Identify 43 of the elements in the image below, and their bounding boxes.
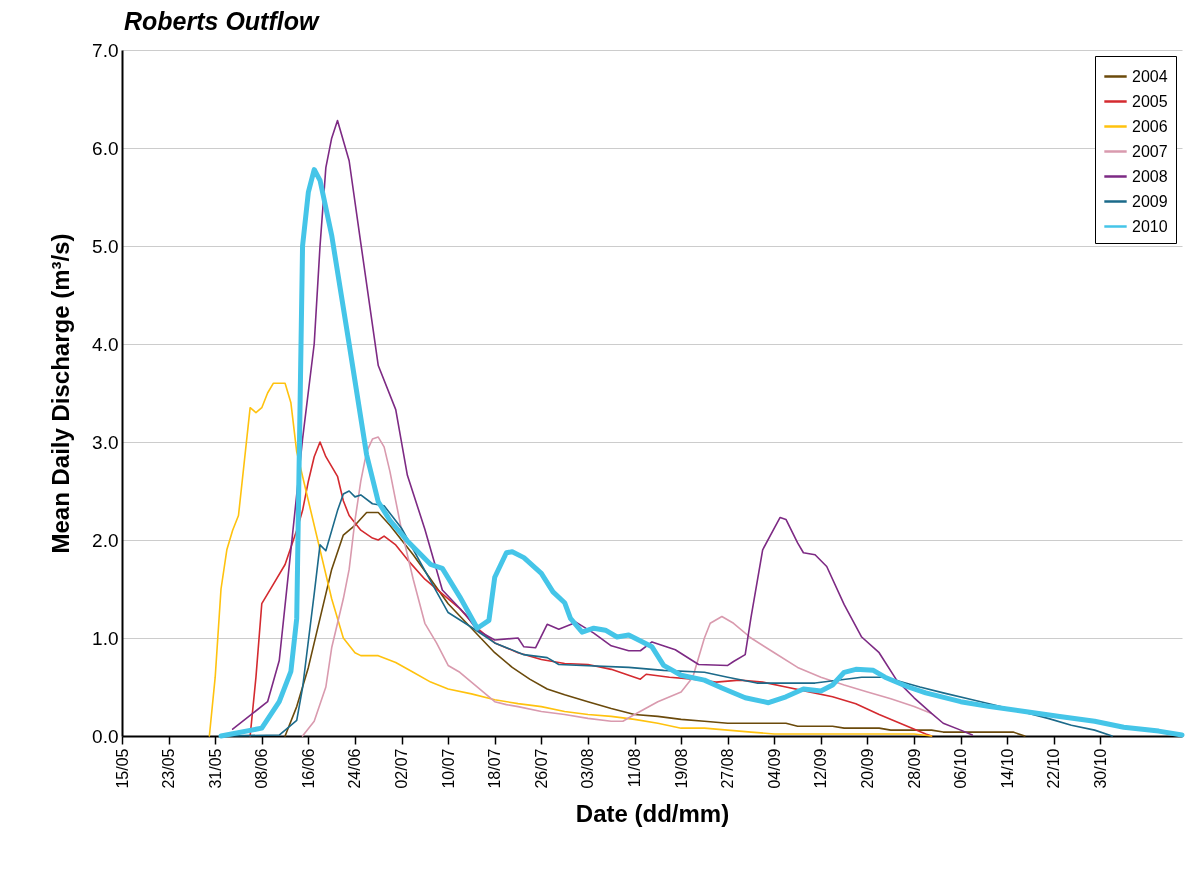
x-tick-label: 12/09: [812, 748, 830, 789]
legend-label: 2010: [1132, 217, 1168, 235]
line-series: [284, 511, 1026, 737]
legend-label: 2006: [1132, 117, 1168, 135]
x-tick-label: 08/06: [253, 748, 271, 789]
x-tick-label: 22/10: [1045, 748, 1063, 789]
line-series: [231, 119, 974, 736]
legend-label: 2004: [1132, 67, 1168, 85]
y-tick-label: 0.0: [92, 725, 119, 747]
x-tick-label: 24/06: [346, 748, 364, 789]
y-tick-label: 6.0: [92, 137, 119, 159]
y-tick-label: 5.0: [92, 235, 119, 257]
x-tick-label: 15/05: [113, 748, 131, 789]
x-tick-label: 20/09: [858, 748, 876, 789]
line-series: [208, 382, 933, 737]
legend-label: 2007: [1132, 142, 1168, 160]
x-tick-label: 26/07: [532, 748, 550, 789]
legend-label: 2008: [1132, 167, 1168, 185]
x-tick-label: 19/08: [672, 748, 690, 789]
x-tick-label: 28/09: [905, 748, 923, 789]
legend-label: 2005: [1132, 92, 1168, 110]
x-tick-label: 18/07: [486, 748, 504, 789]
x-axis-title: Date (dd/mm): [575, 799, 730, 827]
y-tick-label: 1.0: [92, 627, 119, 649]
legend-label: 2009: [1132, 192, 1168, 210]
x-tick-label: 31/05: [206, 748, 224, 789]
x-tick-label: 30/10: [1091, 748, 1109, 789]
x-tick-label: 10/07: [439, 748, 457, 789]
y-tick-label: 4.0: [92, 333, 119, 355]
x-tick-label: 03/08: [579, 748, 597, 789]
chart-title: Roberts Outflow: [124, 7, 320, 35]
x-tick-label: 16/06: [299, 748, 317, 789]
x-tick-label: 14/10: [998, 748, 1016, 789]
x-tick-label: 11/08: [626, 748, 644, 788]
x-tick-label: 06/10: [952, 748, 970, 789]
x-tick-label: 02/07: [393, 748, 411, 789]
x-tick-label: 23/05: [160, 748, 178, 789]
y-tick-label: 7.0: [92, 39, 119, 61]
y-axis-title: Mean Daily Discharge (m³/s): [47, 233, 75, 554]
x-tick-label: 27/08: [719, 748, 737, 789]
y-tick-label: 2.0: [92, 529, 119, 551]
y-tick-label: 3.0: [92, 431, 119, 453]
x-tick-label: 04/09: [765, 748, 783, 789]
